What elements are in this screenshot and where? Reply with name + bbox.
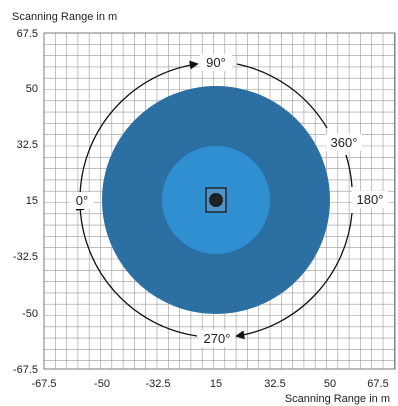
angle-label-0: 0° — [76, 193, 88, 208]
angle-label-180: 180° — [357, 192, 384, 207]
rotation-arc-lower-right — [235, 212, 353, 340]
x-tick-label: 50 — [324, 378, 336, 390]
x-tick-label: -32.5 — [145, 378, 170, 390]
y-tick-label: -67.5 — [13, 364, 38, 376]
y-tick-label: -32.5 — [13, 251, 38, 263]
plot-frame — [43, 32, 396, 370]
x-tick-label: -50 — [94, 378, 110, 390]
x-tick-label: 32.5 — [264, 378, 285, 390]
y-tick-label: 15 — [26, 195, 38, 207]
rotation-arc-upper-right — [236, 63, 328, 129]
rotation-arc-lower-left — [75, 201, 198, 337]
angle-label-90: 90° — [206, 55, 226, 70]
x-tick-label: 67.5 — [367, 378, 388, 390]
x-tick-label: 15 — [210, 378, 222, 390]
rotation-arc-upper — [79, 60, 199, 198]
sensor-dot — [209, 193, 223, 207]
x-tick-label: -67.5 — [31, 378, 56, 390]
y-tick-label: 67.5 — [17, 28, 38, 40]
rotation-arc-right — [345, 154, 353, 188]
y-tick-label: -50 — [22, 308, 38, 320]
y-tick-label: 32.5 — [17, 139, 38, 151]
x-axis-title: Scanning Range in m — [285, 393, 390, 405]
y-axis-title: Scanning Range in m — [12, 11, 117, 23]
angle-label-270: 270° — [204, 331, 231, 346]
y-tick-label: 50 — [26, 83, 38, 95]
angle-label-360: 360° — [331, 135, 358, 150]
